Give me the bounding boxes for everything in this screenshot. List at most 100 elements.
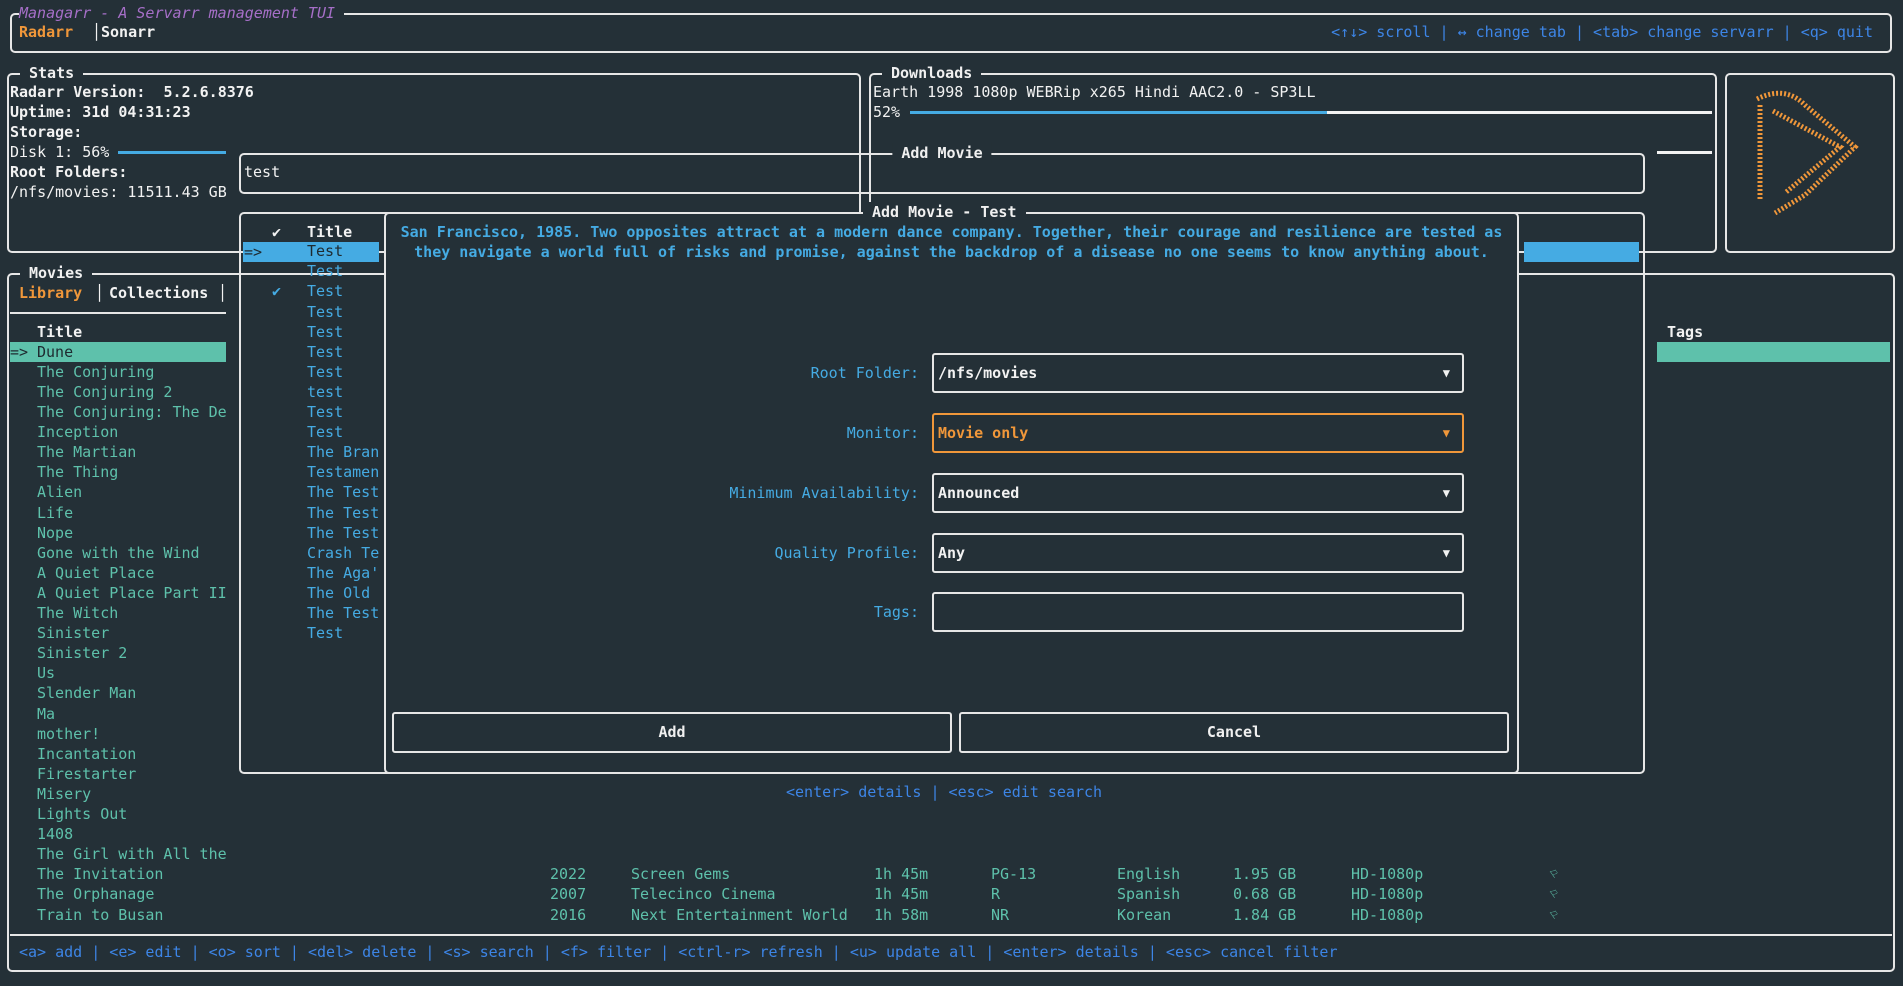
movie-rating: PG-13 xyxy=(991,865,1037,883)
disk-usage-bar xyxy=(118,151,226,154)
result-title: The Aga' xyxy=(307,564,380,582)
selected-row-highlight-tags xyxy=(1657,342,1890,362)
add-button[interactable]: Add xyxy=(392,712,952,753)
movie-quality: HD-1080p xyxy=(1351,906,1424,924)
result-title: Test xyxy=(307,282,344,300)
downloads-title: Downloads xyxy=(882,63,982,83)
movie-title: Sinister xyxy=(37,624,110,642)
movie-size: 1.84 GB xyxy=(1233,906,1297,924)
result-title: Test xyxy=(307,363,344,381)
movie-title: mother! xyxy=(37,725,101,743)
movie-language: Korean xyxy=(1117,906,1172,924)
movie-size: 1.95 GB xyxy=(1233,865,1297,883)
movie-title: Nope xyxy=(37,524,74,542)
result-title: Test xyxy=(307,303,344,321)
dropdown-value: Any xyxy=(938,544,966,562)
tab-divider: │ xyxy=(92,23,102,41)
result-title: Testamen xyxy=(307,463,380,481)
movie-runtime: 1h 45m xyxy=(874,885,929,903)
movie-title: The Invitation xyxy=(37,865,164,883)
movie-title: Dune xyxy=(37,343,74,361)
movie-title: The Martian xyxy=(37,443,137,461)
field-dropdown[interactable]: Any ▼ xyxy=(932,533,1464,573)
result-title: Crash Te xyxy=(307,544,380,562)
chevron-down-icon: ▼ xyxy=(1442,366,1450,380)
download-progress-bar-2 xyxy=(1657,151,1712,154)
movie-title: The Conjuring 2 xyxy=(37,383,173,401)
selected-result-highlight-right xyxy=(1524,242,1639,262)
movie-title: A Quiet Place xyxy=(37,564,155,582)
tab-radarr[interactable]: Radarr xyxy=(19,23,74,41)
tab-divider: │ xyxy=(218,284,228,302)
movie-title: The Witch xyxy=(37,604,119,622)
movie-title: The Girl with All the xyxy=(37,845,227,863)
field-label: Monitor: xyxy=(846,424,919,442)
tab-sonarr[interactable]: Sonarr xyxy=(101,23,156,41)
radarr-logo-icon xyxy=(1755,90,1859,216)
storage-label: Storage: xyxy=(10,123,83,141)
movie-year: 2016 xyxy=(550,906,587,924)
download-progress-fill xyxy=(910,111,1328,114)
movie-title: Misery xyxy=(37,785,92,803)
tab-library[interactable]: Library xyxy=(19,284,83,302)
result-title: Test xyxy=(307,624,344,642)
selected-row-marker: => xyxy=(10,343,29,361)
movie-title: Alien xyxy=(37,483,83,501)
result-title: Test xyxy=(307,423,344,441)
field-dropdown[interactable]: Movie only ▼ xyxy=(932,413,1464,453)
result-title: Test xyxy=(307,403,344,421)
in-library-check-icon: ✔ xyxy=(272,282,282,300)
field-label: Minimum Availability: xyxy=(729,484,919,502)
movie-overview-line-2: they navigate a world full of risks and … xyxy=(414,243,1489,261)
selected-result-highlight xyxy=(243,242,379,262)
download-progress-bar xyxy=(910,111,1712,114)
tab-divider: │ xyxy=(95,284,105,302)
download-percent: 52% xyxy=(873,103,901,121)
movie-title: Lights Out xyxy=(37,805,128,823)
movie-quality: HD-1080p xyxy=(1351,885,1424,903)
tags-label: Tags: xyxy=(873,603,919,621)
tab-collections[interactable]: Collections xyxy=(109,284,209,302)
dropdown-value: /nfs/movies xyxy=(938,364,1038,382)
movie-title: Gone with the Wind xyxy=(37,544,200,562)
app-title: Managarr - A Servarr management TUI xyxy=(19,3,345,23)
add-movie-title: Add Movie xyxy=(892,143,992,163)
movie-title: The Conjuring: The De xyxy=(37,403,227,421)
field-label: Quality Profile: xyxy=(774,544,920,562)
global-help: <↑↓> scroll | ↔ change tab | <tab> chang… xyxy=(1331,23,1873,41)
tags-input[interactable] xyxy=(932,592,1464,632)
movies-help: <a> add | <e> edit | <o> sort | <del> de… xyxy=(19,943,1338,961)
radarr-version: Radarr Version: 5.2.6.8376 xyxy=(10,83,254,101)
cancel-button[interactable]: Cancel xyxy=(959,712,1509,753)
movie-title: Us xyxy=(37,664,56,682)
movie-title: Firestarter xyxy=(37,765,137,783)
stats-title: Stats xyxy=(20,63,84,83)
uptime: Uptime: 31d 04:31:23 xyxy=(10,103,191,121)
result-title: The Bran xyxy=(307,443,380,461)
movie-runtime: 1h 45m xyxy=(874,865,929,883)
movie-title: Incantation xyxy=(37,745,137,763)
movie-year: 2022 xyxy=(550,865,587,883)
result-title: Test xyxy=(307,323,344,341)
result-title: The Test xyxy=(307,604,380,622)
field-label: Root Folder: xyxy=(810,364,919,382)
search-input[interactable]: test xyxy=(244,163,281,181)
result-title: The Old xyxy=(307,584,371,602)
field-dropdown[interactable]: Announced ▼ xyxy=(932,473,1464,513)
movie-title: Life xyxy=(37,504,74,522)
movie-title: Train to Busan xyxy=(37,906,164,924)
movie-year: 2007 xyxy=(550,885,587,903)
result-title: Test xyxy=(307,343,344,361)
add-movie-modal xyxy=(384,212,1519,774)
add-movie-help: <enter> details | <esc> edit search xyxy=(786,783,1103,801)
movie-studio: Telecinco Cinema xyxy=(631,885,776,903)
header-box xyxy=(10,13,1892,53)
root-folders-label: Root Folders: xyxy=(10,163,128,181)
movie-runtime: 1h 58m xyxy=(874,906,929,924)
field-dropdown[interactable]: /nfs/movies ▼ xyxy=(932,353,1464,393)
tabs-separator xyxy=(10,312,226,314)
result-title: The Test xyxy=(307,483,380,501)
movie-studio: Screen Gems xyxy=(631,865,731,883)
movie-rating: NR xyxy=(991,906,1010,924)
